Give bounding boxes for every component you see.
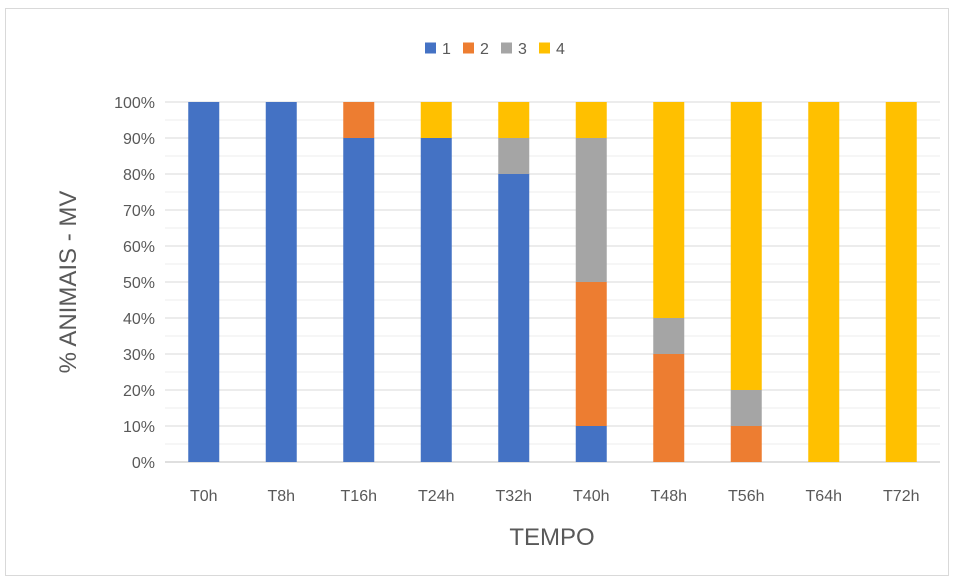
x-tick-label: T32h (496, 488, 532, 505)
bar-segment-T0h-series-1 (188, 102, 220, 462)
y-tick-label: 90% (123, 131, 155, 148)
legend-item-2: 2 (463, 41, 489, 58)
bar-segment-T32h-series-1 (498, 174, 530, 462)
legend-label: 4 (556, 41, 565, 58)
bar-segment-T24h-series-1 (420, 138, 452, 462)
bar-segment-T56h-series-4 (730, 102, 762, 390)
bar-segment-T40h-series-4 (575, 102, 607, 138)
legend-swatch (539, 42, 550, 54)
x-tick-label: T56h (728, 488, 764, 505)
y-tick-label: 40% (123, 311, 155, 328)
bar-segment-T16h-series-1 (343, 138, 375, 462)
x-tick-label: T72h (883, 488, 919, 505)
bar-segment-T56h-series-3 (730, 390, 762, 426)
bar-segment-T24h-series-4 (420, 102, 452, 138)
bar-segment-T48h-series-4 (653, 102, 685, 318)
legend-swatch (501, 42, 512, 54)
bar-segment-T32h-series-3 (498, 138, 530, 174)
x-tick-label: T24h (418, 488, 454, 505)
y-tick-label: 10% (123, 419, 155, 436)
y-tick-labels: 0% 10% 20% 30% 40% 50% 60% 70% 80% 90% 100% (114, 95, 155, 472)
bar-segment-T48h-series-3 (653, 318, 685, 354)
legend-item-1: 1 (425, 41, 451, 58)
bar-segment-T72h-series-4 (885, 102, 917, 462)
x-axis-title: TEMPO (509, 524, 594, 551)
legend-label: 3 (518, 41, 527, 58)
bar-segment-T32h-series-4 (498, 102, 530, 138)
bar-segment-T40h-series-1 (575, 426, 607, 462)
legend-swatch (425, 42, 436, 54)
bar-segment-T56h-series-2 (730, 426, 762, 462)
legend-label: 1 (442, 41, 451, 58)
x-tick-labels: T0h T8h T16h T24h T32h T40h T48h T56h T64h T72h (190, 488, 920, 505)
x-tick-label: T0h (190, 488, 218, 505)
y-tick-label: 80% (123, 167, 155, 184)
bar-segment-T8h-series-1 (265, 102, 297, 462)
x-tick-label: T8h (267, 488, 295, 505)
x-tick-label: T48h (651, 488, 687, 505)
y-tick-label: 30% (123, 347, 155, 364)
legend-swatch (463, 42, 474, 54)
bar-segment-T16h-series-2 (343, 102, 375, 138)
bar-segment-T40h-series-3 (575, 138, 607, 282)
y-tick-label: 70% (123, 203, 155, 220)
y-tick-label: 0% (132, 455, 155, 472)
y-tick-label: 50% (123, 275, 155, 292)
x-tick-label: T16h (341, 488, 377, 505)
bar-segment-T64h-series-4 (808, 102, 840, 462)
y-tick-label: 100% (114, 95, 155, 112)
bar-segment-T48h-series-2 (653, 354, 685, 462)
bars (188, 102, 917, 462)
x-tick-label: T40h (573, 488, 609, 505)
bar-segment-T40h-series-2 (575, 282, 607, 426)
legend-item-4: 4 (539, 41, 565, 58)
legend: 1 2 3 4 (425, 41, 565, 58)
y-tick-label: 20% (123, 383, 155, 400)
y-tick-label: 60% (123, 239, 155, 256)
y-axis-title: % ANIMAIS - MV (55, 191, 82, 374)
x-tick-label: T64h (806, 488, 842, 505)
legend-item-3: 3 (501, 41, 527, 58)
chart-frame (5, 8, 949, 576)
legend-label: 2 (480, 41, 489, 58)
